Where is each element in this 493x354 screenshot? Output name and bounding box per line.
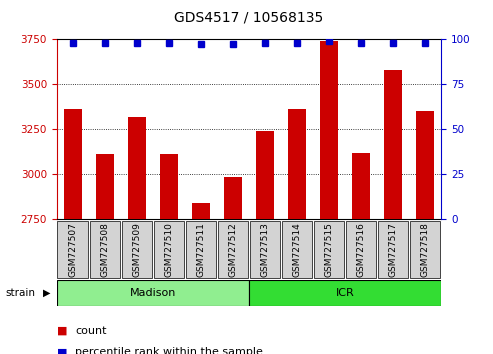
Text: ICR: ICR — [336, 288, 354, 298]
Text: GSM727517: GSM727517 — [388, 222, 398, 278]
Bar — [410, 221, 440, 279]
Bar — [186, 221, 216, 279]
Bar — [57, 280, 249, 306]
Bar — [346, 221, 376, 279]
Bar — [320, 41, 338, 219]
Text: GSM727518: GSM727518 — [421, 222, 430, 278]
Text: GSM727510: GSM727510 — [164, 222, 174, 278]
Text: GSM727511: GSM727511 — [196, 222, 206, 278]
Text: ■: ■ — [57, 347, 67, 354]
Text: GSM727512: GSM727512 — [228, 222, 238, 277]
Bar — [417, 111, 434, 219]
Bar — [249, 280, 441, 306]
Bar — [385, 70, 402, 219]
Bar — [122, 221, 152, 279]
Bar — [154, 221, 184, 279]
Bar — [64, 109, 81, 219]
Bar — [96, 154, 113, 219]
Text: Madison: Madison — [130, 288, 176, 298]
Text: GSM727516: GSM727516 — [356, 222, 366, 278]
Text: ▶: ▶ — [43, 288, 50, 298]
Text: GSM727514: GSM727514 — [292, 222, 302, 277]
Bar — [128, 116, 145, 219]
Bar — [160, 154, 177, 219]
Text: strain: strain — [5, 288, 35, 298]
Bar — [250, 221, 280, 279]
Bar — [378, 221, 408, 279]
Bar — [218, 221, 248, 279]
Bar — [282, 221, 312, 279]
Bar — [314, 221, 344, 279]
Bar — [288, 109, 306, 219]
Text: GSM727508: GSM727508 — [100, 222, 109, 278]
Text: GSM727515: GSM727515 — [324, 222, 334, 278]
Text: count: count — [75, 326, 107, 336]
Text: GDS4517 / 10568135: GDS4517 / 10568135 — [175, 11, 323, 25]
Bar — [58, 221, 88, 279]
Bar — [90, 221, 120, 279]
Text: GSM727507: GSM727507 — [68, 222, 77, 278]
Text: GSM727509: GSM727509 — [132, 222, 141, 278]
Bar — [192, 203, 210, 219]
Bar — [224, 177, 242, 219]
Bar — [256, 131, 274, 219]
Text: GSM727513: GSM727513 — [260, 222, 270, 278]
Bar — [352, 153, 370, 219]
Text: percentile rank within the sample: percentile rank within the sample — [75, 347, 263, 354]
Text: ■: ■ — [57, 326, 67, 336]
